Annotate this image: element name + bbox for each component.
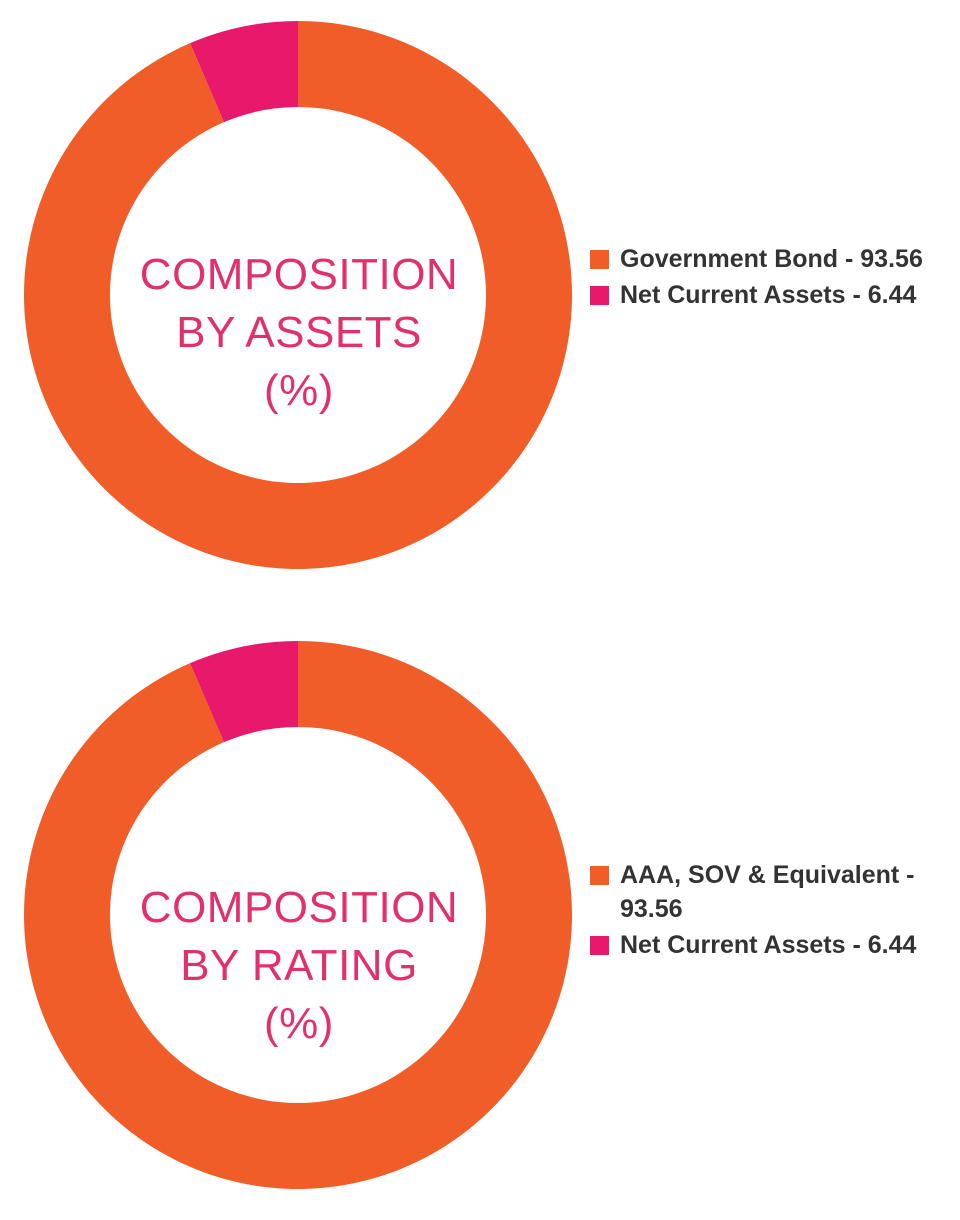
center-label-line-3: (%) [264,366,334,415]
legend-item-government-bond: Government Bond - 93.56 [590,242,955,276]
center-label-rating: COMPOSITION BY RATING (%) [109,879,489,1053]
legend-label-aaa-sov-equivalent: AAA, SOV & Equivalent - 93.56 [620,861,915,923]
donut-chart-rating [23,641,572,1189]
donut-slice-net-current-assets [190,641,298,743]
center-label-assets: COMPOSITION BY ASSETS (%) [109,246,489,420]
donut-slice-net-current-assets [190,21,298,123]
legend-rating: AAA, SOV & Equivalent - 93.56 Net Curren… [590,858,940,964]
center-label-line-2: BY RATING [180,941,418,990]
center-label-line-2: BY ASSETS [176,308,422,357]
center-label-line-1: COMPOSITION [139,250,459,299]
chart-composition-by-assets: COMPOSITION BY ASSETS (%) Government Bon… [0,0,960,600]
center-label-line-1: COMPOSITION [139,883,459,932]
legend-item-aaa-sov-equivalent: AAA, SOV & Equivalent - 93.56 [590,858,940,926]
legend-label-net-current-assets: Net Current Assets - 6.44 [620,931,917,959]
legend-swatch-net-current-assets [590,286,609,305]
legend-item-net-current-assets: Net Current Assets - 6.44 [590,928,940,962]
legend-item-net-current-assets: Net Current Assets - 6.44 [590,278,955,312]
donut-chart-assets [23,21,572,569]
legend-assets: Government Bond - 93.56 Net Current Asse… [590,242,955,314]
legend-swatch-government-bond [590,250,609,269]
center-label-line-3: (%) [264,999,334,1048]
legend-label-government-bond: Government Bond - 93.56 [620,245,923,273]
legend-swatch-net-current-assets [590,936,609,955]
legend-swatch-aaa-sov-equivalent [590,866,609,885]
donut-slice-aaa-sov-equivalent [23,641,572,1189]
donut-slice-government-bond [23,21,572,569]
legend-label-net-current-assets: Net Current Assets - 6.44 [620,281,917,309]
chart-composition-by-rating: COMPOSITION BY RATING (%) AAA, SOV & Equ… [0,620,960,1217]
